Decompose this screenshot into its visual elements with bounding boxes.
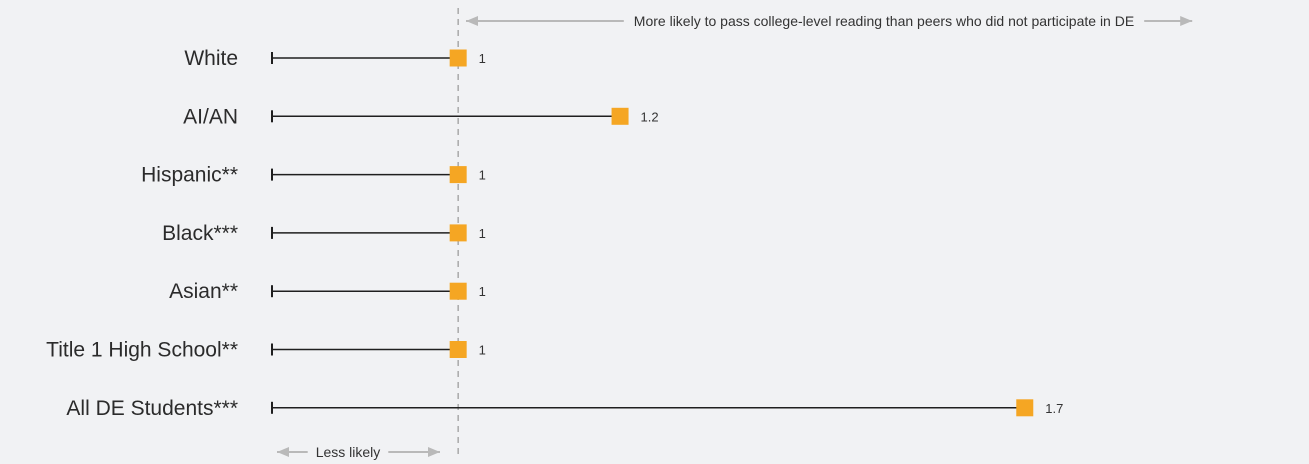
row-6: All DE Students*** 1.7: [66, 397, 1063, 420]
right-arrow-top: [1144, 16, 1193, 26]
value-label: 1: [479, 226, 486, 241]
value-label: 1.7: [1045, 401, 1063, 416]
value-marker: [611, 107, 629, 125]
row-2: Hispanic** 1: [141, 164, 486, 187]
category-label: AI/AN: [183, 105, 238, 128]
category-label: White: [184, 47, 238, 70]
value-marker: [449, 341, 467, 358]
value-label: 1: [479, 168, 486, 183]
row-1: AI/AN 1.2: [183, 105, 658, 128]
right-arrow-bottom: [388, 447, 440, 457]
right-arrow-bottom-head: [428, 447, 440, 457]
value-marker: [449, 282, 467, 300]
value-label: 1: [479, 343, 486, 358]
category-label: All DE Students***: [66, 397, 238, 420]
left-arrow-top: [466, 16, 624, 26]
value-marker: [449, 166, 467, 184]
row-5: Title 1 High School** 1: [46, 339, 486, 362]
right-arrow-top-head: [1180, 16, 1193, 26]
annotations-group: More likely to pass college-level readin…: [277, 13, 1193, 460]
value-label: 1.2: [641, 109, 659, 124]
category-label: Asian**: [169, 280, 238, 303]
left-arrow-top-head: [466, 16, 478, 26]
row-0: White 1: [184, 47, 486, 70]
value-marker: [1016, 399, 1034, 417]
value-label: 1: [479, 51, 486, 66]
row-3: Black*** 1: [162, 222, 486, 245]
category-label: Hispanic**: [141, 164, 238, 187]
value-marker: [449, 49, 467, 67]
left-arrow-bottom: [277, 447, 308, 457]
value-label: 1: [479, 284, 486, 299]
left-arrow-bottom-head: [277, 447, 289, 457]
value-marker: [449, 224, 467, 242]
row-4: Asian** 1: [169, 280, 486, 303]
category-label: Title 1 High School**: [46, 339, 238, 362]
more-likely-annotation: More likely to pass college-level readin…: [634, 13, 1134, 29]
less-likely-annotation: Less likely: [316, 444, 381, 460]
category-label: Black***: [162, 222, 238, 245]
